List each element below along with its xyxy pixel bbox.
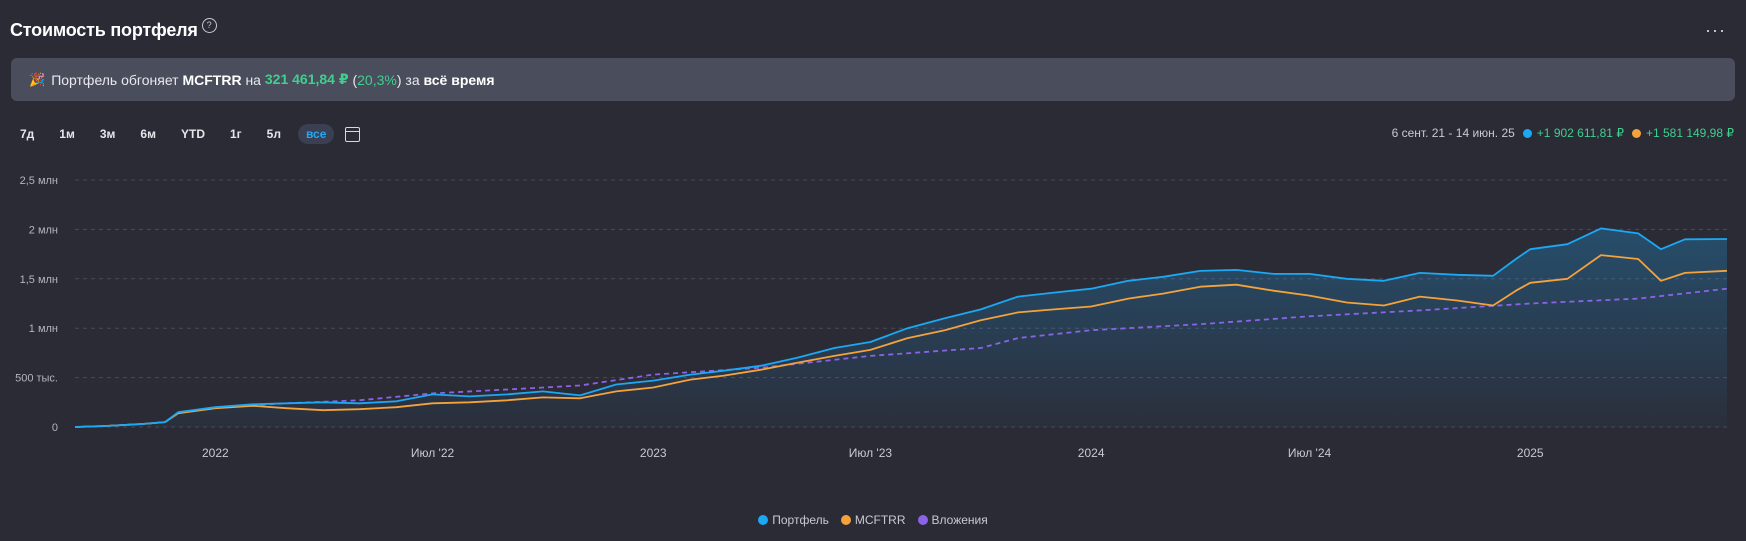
chart-legend: Портфель MCFTRR Вложения bbox=[0, 513, 1746, 527]
banner-paren-open: ( bbox=[352, 71, 358, 88]
x-tick-label: Июл '24 bbox=[1288, 446, 1332, 460]
range-3m-button[interactable]: 3м bbox=[99, 127, 116, 141]
banner-text-for: за bbox=[405, 71, 420, 88]
summary-portfolio-gain: +1 902 611,81 ₽ bbox=[1536, 126, 1624, 140]
banner-paren-close: ) bbox=[396, 71, 402, 88]
calendar-icon[interactable] bbox=[345, 126, 361, 142]
help-icon[interactable]: ? bbox=[201, 17, 217, 33]
legend-item-portfolio[interactable]: Портфель bbox=[758, 513, 829, 527]
range-7d-button[interactable]: 7д bbox=[20, 127, 35, 141]
x-tick-label: Июл '23 bbox=[849, 446, 893, 460]
x-tick-label: 2022 bbox=[202, 446, 229, 460]
summary-period: 6 сент. 21 - 14 июн. 25 bbox=[1391, 126, 1515, 140]
period-summary: 6 сент. 21 - 14 июн. 25 +1 902 611,81 ₽ … bbox=[1392, 126, 1734, 140]
y-tick-label: 2,5 млн bbox=[20, 175, 58, 187]
range-all-button[interactable]: все bbox=[297, 124, 335, 144]
y-tick-label: 2 млн bbox=[29, 224, 58, 236]
legend-label-investments: Вложения bbox=[931, 513, 988, 527]
x-tick-label: 2024 bbox=[1078, 446, 1105, 460]
range-selector: 7д 1м 3м 6м YTD 1г 5л все bbox=[12, 124, 361, 144]
benchmark-legend-dot-icon bbox=[840, 515, 851, 525]
range-6m-button[interactable]: 6м bbox=[140, 127, 156, 141]
portfolio-series-line[interactable] bbox=[74, 227, 1728, 428]
x-tick-label: 2023 bbox=[640, 446, 667, 460]
legend-label-benchmark: MCFTRR bbox=[854, 513, 906, 527]
portfolio-value-chart[interactable]: 0 500 тыс. 1 млн 1,5 млн 2 млн 2,5 млн 2022 Ию… bbox=[0, 160, 1746, 505]
range-5y-button[interactable]: 5л bbox=[266, 127, 281, 141]
y-tick-label: 1 млн bbox=[29, 323, 58, 335]
benchmark-series-line[interactable] bbox=[74, 254, 1728, 428]
x-tick-label: 2025 bbox=[1517, 446, 1544, 460]
portfolio-dot-icon bbox=[1522, 128, 1532, 138]
benchmark-dot-icon bbox=[1631, 128, 1641, 138]
more-options-icon[interactable]: ··· bbox=[1705, 20, 1726, 40]
investments-legend-dot-icon bbox=[917, 515, 928, 525]
range-1m-button[interactable]: 1м bbox=[59, 127, 75, 141]
portfolio-area bbox=[75, 228, 1727, 427]
banner-period: всё время bbox=[423, 71, 495, 88]
y-tick-label: 1,5 млн bbox=[20, 274, 58, 286]
banner-text-on: на bbox=[245, 71, 261, 88]
outperformance-banner: 🎉 Портфель обгоняет MCFTRR на 321 461,84… bbox=[11, 58, 1735, 101]
x-tick-label: Июл '22 bbox=[411, 446, 455, 460]
legend-label-portfolio: Портфель bbox=[772, 513, 829, 527]
range-1y-button[interactable]: 1г bbox=[229, 127, 242, 141]
y-tick-label: 500 тыс. bbox=[15, 373, 58, 385]
banner-text-prefix: Портфель обгоняет bbox=[51, 71, 179, 88]
summary-benchmark-gain: +1 581 149,98 ₽ bbox=[1645, 126, 1734, 140]
legend-item-investments[interactable]: Вложения bbox=[917, 513, 988, 527]
banner-benchmark: MCFTRR bbox=[182, 71, 242, 88]
portfolio-legend-dot-icon bbox=[758, 515, 769, 525]
banner-amount: 321 461,84 ₽ bbox=[264, 71, 349, 87]
y-tick-label: 0 bbox=[52, 422, 58, 434]
banner-percent: 20,3% bbox=[357, 71, 397, 88]
legend-item-benchmark[interactable]: MCFTRR bbox=[840, 513, 906, 527]
party-icon: 🎉 bbox=[29, 71, 46, 87]
chart-header: Стоимость портфеля ? bbox=[10, 16, 217, 44]
range-ytd-button[interactable]: YTD bbox=[180, 127, 205, 141]
page-title: Стоимость портфеля bbox=[10, 19, 198, 40]
